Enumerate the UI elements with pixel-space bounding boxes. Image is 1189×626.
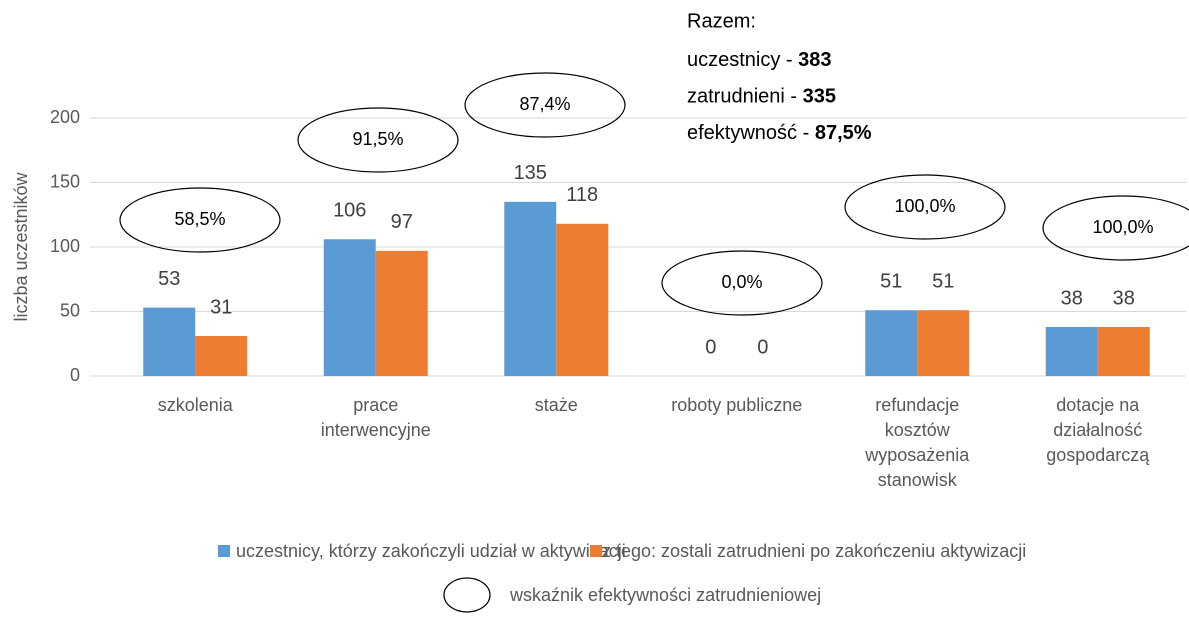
x-tick-label-line: roboty publiczne — [671, 395, 802, 415]
x-tick-label: szkolenia — [158, 395, 234, 415]
x-tick-label-line: prace — [353, 395, 398, 415]
x-tick-label: roboty publiczne — [671, 395, 802, 415]
legend-label: uczestnicy, którzy zakończyli udział w a… — [236, 541, 626, 561]
efficiency-ellipse — [464, 72, 626, 138]
x-tick-label-line: wyposażenia — [864, 445, 970, 465]
legend-swatch — [218, 545, 230, 557]
data-label: 31 — [210, 296, 232, 318]
efficiency-ellipse — [119, 187, 281, 253]
efficiency-label: 58,5% — [174, 209, 225, 229]
data-label: 0 — [757, 336, 768, 358]
y-tick-label: 200 — [50, 107, 80, 127]
efficiency-ellipse — [1042, 195, 1189, 261]
y-axis-label: liczba uczestników — [11, 171, 31, 321]
x-tick-label-line: stanowisk — [878, 470, 958, 490]
legend-label: z tego: zostali zatrudnieni po zakończen… — [602, 541, 1026, 561]
y-tick-label: 50 — [60, 300, 80, 320]
bar — [504, 201, 557, 376]
x-tick-label-line: refundacje — [875, 395, 959, 415]
data-label: 0 — [705, 336, 716, 358]
x-tick-label: dotacje na działalność gospodarczą — [1046, 395, 1150, 465]
data-label: 106 — [333, 200, 366, 222]
summary-value: 383 — [798, 49, 831, 71]
efficiency-ellipse — [297, 107, 459, 173]
legend-swatch — [590, 545, 602, 557]
bar — [195, 336, 248, 376]
x-tick-label: prace interwencyjne — [321, 395, 431, 440]
efficiency-label: 100,0% — [894, 196, 955, 216]
x-tick-label: staże — [535, 395, 578, 415]
bar — [917, 310, 970, 376]
x-tick-label-line: szkolenia — [158, 395, 234, 415]
efficiency-ellipse — [661, 250, 823, 316]
x-tick-label-line: interwencyjne — [321, 420, 431, 440]
summary-value: 87,5% — [815, 122, 872, 144]
y-tick-label: 0 — [70, 365, 80, 385]
bar — [556, 223, 609, 376]
bar — [375, 250, 428, 376]
bar — [1045, 326, 1098, 376]
data-label: 38 — [1113, 287, 1135, 309]
bar — [1097, 326, 1150, 376]
summary-item: efektywność - 87,5% — [687, 122, 872, 144]
x-tick-label-line: dotacje na — [1056, 395, 1140, 415]
efficiency-label: 100,0% — [1092, 217, 1153, 237]
bar — [865, 310, 918, 376]
data-label: 135 — [514, 162, 547, 184]
legend-ellipse — [443, 577, 491, 613]
summary-label: uczestnicy - — [687, 49, 798, 71]
summary-value: 335 — [803, 86, 836, 108]
summary-item: uczestnicy - 383 — [687, 49, 832, 71]
data-label: 51 — [880, 270, 902, 292]
x-tick-label-line: kosztów — [885, 420, 951, 440]
summary-item: zatrudnieni - 335 — [687, 86, 836, 108]
data-label: 118 — [566, 184, 598, 206]
legend-label: wskaźnik efektywności zatrudnieniowej — [509, 585, 821, 605]
data-label: 53 — [158, 268, 180, 290]
y-tick-label: 100 — [50, 236, 80, 256]
x-tick-label: refundacje kosztów wyposażenia stanowisk — [864, 395, 970, 490]
x-tick-label-line: działalność — [1053, 420, 1142, 440]
data-label: 51 — [932, 270, 954, 292]
efficiency-label: 87,4% — [519, 94, 570, 114]
summary-title: Razem: — [687, 10, 756, 32]
bar — [323, 239, 376, 376]
x-tick-label-line: staże — [535, 395, 578, 415]
efficiency-label: 91,5% — [352, 129, 403, 149]
efficiency-label: 0,0% — [721, 272, 762, 292]
summary-label: zatrudnieni - — [687, 86, 803, 108]
efficiency-ellipse — [844, 174, 1006, 240]
data-label: 97 — [391, 211, 413, 233]
data-label: 38 — [1061, 287, 1083, 309]
y-tick-label: 150 — [50, 171, 80, 191]
x-tick-label-line: gospodarczą — [1046, 445, 1150, 465]
bar — [143, 307, 196, 376]
summary-label: efektywność - — [687, 122, 815, 144]
